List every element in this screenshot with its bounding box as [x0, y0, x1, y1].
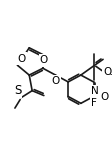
Text: O: O	[103, 67, 112, 77]
Text: O: O	[51, 76, 60, 86]
Text: S: S	[14, 84, 21, 97]
Text: O: O	[100, 93, 108, 102]
Text: N: N	[91, 86, 98, 96]
Text: O: O	[40, 56, 48, 66]
Text: O: O	[17, 54, 26, 63]
Text: F: F	[91, 98, 96, 108]
Text: -: -	[109, 71, 112, 80]
